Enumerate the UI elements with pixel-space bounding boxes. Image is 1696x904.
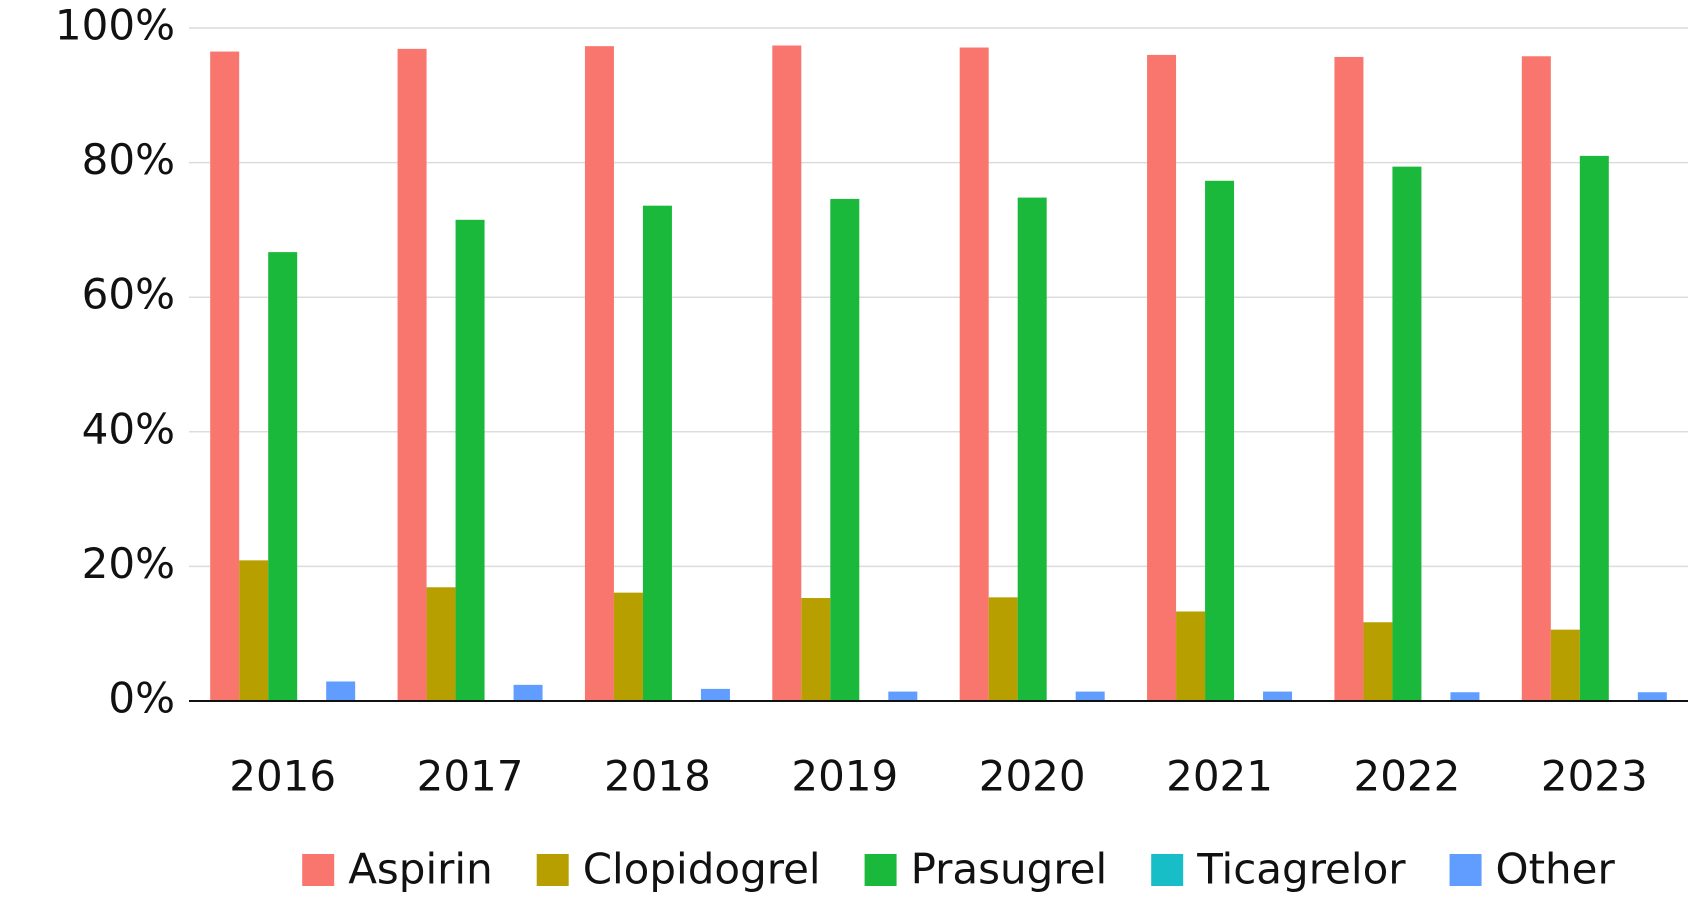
- bar: [1075, 691, 1105, 701]
- y-tick-label: 80%: [82, 135, 175, 184]
- bar: [455, 219, 485, 701]
- bar: [426, 587, 456, 701]
- legend-label: Prasugrel: [911, 845, 1108, 894]
- bar: [613, 592, 643, 701]
- bar: [1637, 692, 1667, 701]
- bar: [1521, 56, 1551, 702]
- bar: [1176, 611, 1206, 701]
- x-tick-label: 2016: [229, 752, 336, 801]
- x-tick-label: 2023: [1541, 752, 1648, 801]
- legend-label: Ticagrelor: [1196, 845, 1406, 894]
- bar: [1550, 629, 1580, 701]
- bar: [239, 560, 269, 701]
- y-tick-label: 100%: [55, 1, 175, 50]
- bar: [1579, 155, 1609, 701]
- bar: [397, 48, 427, 702]
- bar: [513, 684, 543, 701]
- x-tick-label: 2022: [1353, 752, 1460, 801]
- bar: [1263, 691, 1293, 701]
- bar: [1450, 692, 1480, 701]
- legend-swatch: [1449, 854, 1482, 886]
- bar: [210, 51, 240, 702]
- y-tick-label: 20%: [82, 539, 175, 588]
- x-tick-label: 2017: [417, 752, 524, 801]
- bar: [888, 691, 918, 701]
- bar: [700, 688, 730, 701]
- bar: [801, 598, 831, 701]
- legend-swatch: [302, 854, 335, 886]
- legend-label: Clopidogrel: [583, 845, 821, 894]
- legend-swatch: [1151, 854, 1184, 886]
- bar: [830, 198, 860, 701]
- bar: [326, 681, 356, 701]
- y-tick-label: 0%: [108, 674, 175, 723]
- bar: [959, 47, 989, 702]
- legend-swatch: [864, 854, 897, 886]
- legend-label: Aspirin: [348, 845, 493, 894]
- x-tick-label: 2020: [979, 752, 1086, 801]
- legend-swatch: [536, 854, 569, 886]
- bar: [584, 46, 614, 701]
- x-tick-label: 2019: [791, 752, 898, 801]
- y-tick-label: 60%: [82, 270, 175, 319]
- bar: [1392, 166, 1422, 701]
- bar: [1205, 180, 1235, 701]
- bar: [642, 205, 672, 701]
- x-tick-label: 2018: [604, 752, 711, 801]
- x-tick-label: 2021: [1166, 752, 1273, 801]
- bar: [1334, 56, 1364, 701]
- y-tick-label: 40%: [82, 404, 175, 453]
- bar: [772, 45, 802, 702]
- bar: [268, 252, 298, 701]
- legend-label: Other: [1496, 845, 1616, 894]
- bar: [1017, 197, 1047, 701]
- bar: [988, 597, 1018, 701]
- bar: [1147, 54, 1177, 702]
- bar: [1363, 622, 1393, 701]
